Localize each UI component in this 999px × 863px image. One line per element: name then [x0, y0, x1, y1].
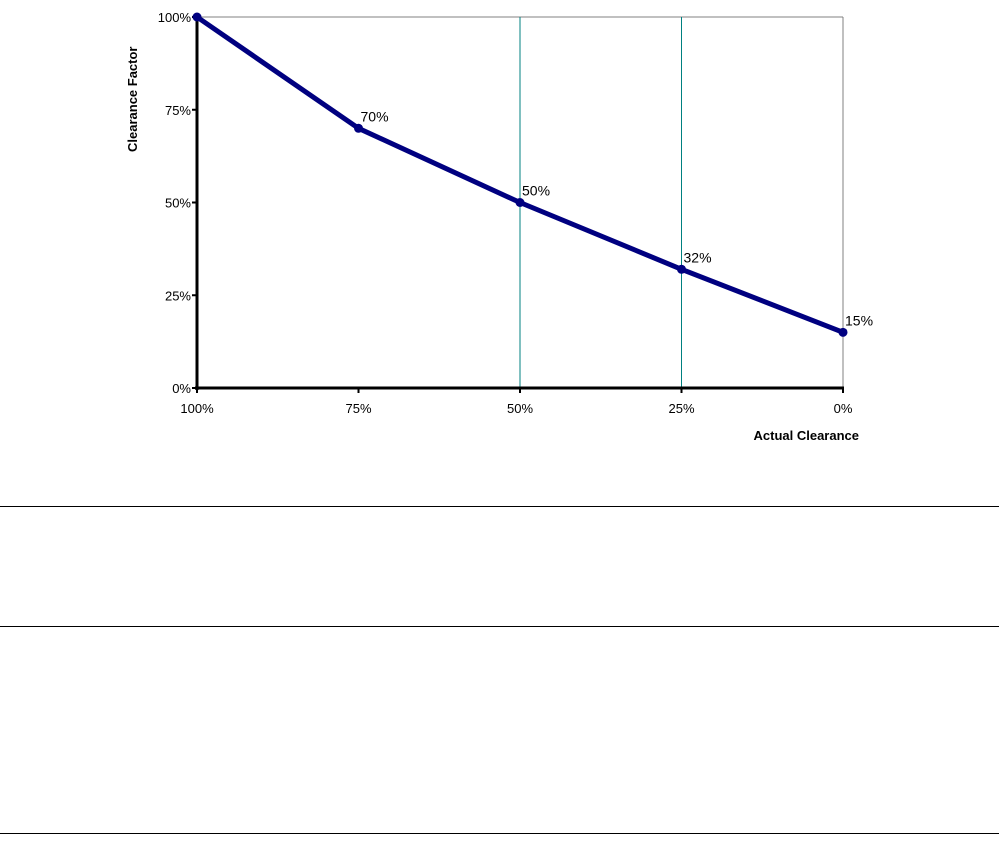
y-tick-label: 100%	[158, 10, 192, 25]
data-label: 15%	[845, 312, 873, 328]
divider-line	[0, 833, 999, 834]
data-label: 70%	[361, 108, 389, 124]
x-tick-label: 25%	[668, 401, 694, 416]
y-axis-title: Clearance Factor	[125, 47, 140, 153]
data-label: 32%	[684, 249, 712, 265]
plot-area: 0% 25% 50% 75% 100% 100% 75% 50% 25% 0% 70% 50% 32% 1…	[158, 10, 873, 416]
x-tick-label: 75%	[345, 401, 371, 416]
data-point	[354, 123, 363, 133]
x-tick-label: 0%	[834, 401, 853, 416]
data-label: 50%	[522, 183, 550, 199]
y-tick-label: 0%	[172, 381, 191, 396]
divider-line	[0, 506, 999, 507]
line-chart: 0% 25% 50% 75% 100% 100% 75% 50% 25% 0% 70% 50% 32% 1…	[125, 10, 873, 443]
data-point	[192, 12, 202, 22]
divider-line	[0, 626, 999, 627]
y-tick-label: 50%	[165, 196, 191, 211]
x-axis-title: Actual Clearance	[754, 428, 860, 443]
x-tick-label: 50%	[507, 401, 533, 416]
y-tick-label: 75%	[165, 103, 191, 118]
data-point	[515, 198, 525, 207]
y-tick-label: 25%	[165, 288, 191, 303]
x-tick-label: 100%	[180, 401, 214, 416]
data-point	[838, 327, 848, 337]
data-point	[677, 264, 686, 274]
